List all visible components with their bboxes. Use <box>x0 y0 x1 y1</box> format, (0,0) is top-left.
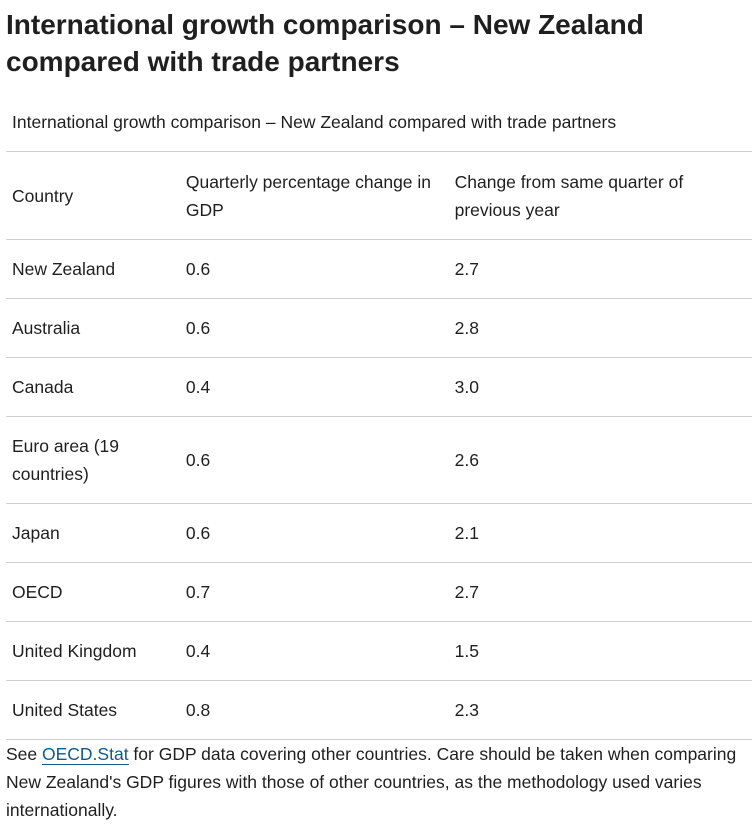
growth-comparison-table: International growth comparison – New Ze… <box>6 95 752 740</box>
cell-country: Canada <box>6 357 180 417</box>
cell-quarterly: 0.4 <box>179 621 449 681</box>
cell-annual: 2.8 <box>448 298 752 358</box>
table-row: United States 0.8 2.3 <box>6 680 752 740</box>
cell-annual: 2.7 <box>448 562 752 622</box>
table-row: Australia 0.6 2.8 <box>6 298 752 358</box>
table-caption: International growth comparison – New Ze… <box>6 95 752 152</box>
cell-country: United States <box>6 680 180 740</box>
cell-country: Euro area (19 countries) <box>6 416 180 504</box>
cell-annual: 3.0 <box>448 357 752 417</box>
footnote-prefix: See <box>6 744 42 764</box>
page-title: International growth comparison – New Ze… <box>6 9 644 77</box>
table-row: OECD 0.7 2.7 <box>6 562 752 622</box>
header-quarterly-change: Quarterly percentage change in GDP <box>179 152 449 240</box>
table-row: New Zealand 0.6 2.7 <box>6 239 752 299</box>
cell-country: New Zealand <box>6 239 180 299</box>
cell-country: Japan <box>6 503 180 563</box>
cell-quarterly: 0.4 <box>179 357 449 417</box>
cell-country: Australia <box>6 298 180 358</box>
cell-annual: 2.7 <box>448 239 752 299</box>
cell-quarterly: 0.6 <box>179 239 449 299</box>
cell-country: OECD <box>6 562 180 622</box>
cell-quarterly: 0.6 <box>179 503 449 563</box>
footnote: See OECD.Stat for GDP data covering othe… <box>6 740 750 824</box>
header-country: Country <box>6 152 180 240</box>
cell-country: United Kingdom <box>6 621 180 681</box>
cell-quarterly: 0.6 <box>179 298 449 358</box>
table-row: United Kingdom 0.4 1.5 <box>6 621 752 681</box>
table-header-row: Country Quarterly percentage change in G… <box>6 152 752 240</box>
table-row: Canada 0.4 3.0 <box>6 357 752 417</box>
table-row: Japan 0.6 2.1 <box>6 503 752 563</box>
cell-quarterly: 0.7 <box>179 562 449 622</box>
cell-quarterly: 0.8 <box>179 680 449 740</box>
cell-annual: 1.5 <box>448 621 752 681</box>
cell-quarterly: 0.6 <box>179 416 449 504</box>
cell-annual: 2.6 <box>448 416 752 504</box>
cell-annual: 2.1 <box>448 503 752 563</box>
cell-annual: 2.3 <box>448 680 752 740</box>
header-annual-change: Change from same quarter of previous yea… <box>448 152 752 240</box>
footnote-text: for GDP data covering other countries. C… <box>6 744 737 820</box>
table-row: Euro area (19 countries) 0.6 2.6 <box>6 416 752 504</box>
oecd-stat-link[interactable]: OECD.Stat <box>42 744 129 765</box>
